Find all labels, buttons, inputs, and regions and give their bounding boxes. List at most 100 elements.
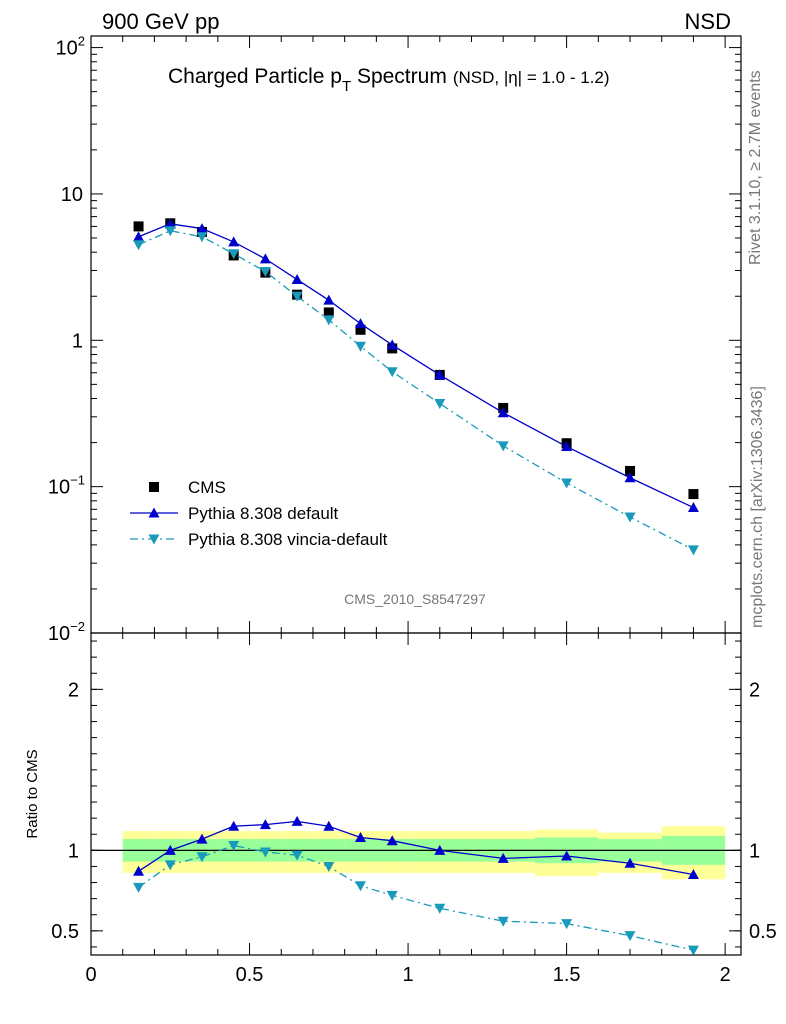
data-point: [323, 307, 334, 318]
ratio-data-point: [497, 852, 509, 863]
chart-title-main: Charged Particle p: [168, 65, 342, 88]
ratio-data-point: [291, 815, 303, 826]
x-tick-label: 1.5: [553, 964, 581, 986]
header-left: 900 GeV pp: [102, 9, 219, 34]
data-point: [687, 545, 699, 556]
watermark: CMS_2010_S8547297: [344, 591, 486, 607]
x-tick-label: 0.5: [236, 964, 264, 986]
y-tick-label: 10−1: [48, 473, 85, 499]
data-point: [434, 398, 446, 409]
legend-marker: [148, 507, 160, 518]
ratio-data-point: [355, 881, 367, 892]
ratio-data-point: [434, 844, 446, 855]
data-point: [561, 441, 573, 452]
data-point: [164, 218, 176, 229]
data-point: [291, 274, 303, 285]
series-line: [138, 230, 694, 551]
data-point: [323, 315, 335, 326]
chart-title-detail: (NSD, |η| = 1.0 - 1.2): [453, 68, 610, 87]
ratio-frame: [90, 632, 742, 956]
data-point: [133, 231, 145, 242]
data-point: [561, 478, 573, 489]
ratio-data-point: [497, 916, 509, 927]
legend-label: CMS: [188, 478, 226, 497]
data-point: [259, 267, 271, 278]
data-point: [196, 223, 208, 234]
data-point: [164, 226, 176, 237]
ratio-data-point: [386, 835, 398, 846]
data-point: [228, 249, 240, 260]
ratio-data-point: [561, 919, 573, 930]
data-point: [291, 291, 303, 302]
ratio-data-point: [164, 844, 176, 855]
ratio-data-point: [386, 890, 398, 901]
data-point: [355, 324, 366, 335]
y-tick-label: 10−2: [48, 619, 85, 645]
data-point: [497, 441, 509, 452]
data-point: [687, 502, 699, 513]
chart-title: Charged Particle pT Spectrum (NSD, |η| = …: [168, 65, 610, 95]
data-point: [624, 472, 636, 483]
data-point: [386, 339, 398, 350]
y-tick-label: 1: [72, 330, 83, 352]
ratio-data-point: [687, 869, 699, 879]
data-point: [625, 465, 636, 476]
ratio-data-point: [259, 847, 271, 858]
legend-label: Pythia 8.308 default: [188, 504, 339, 523]
y-tick-label: 2: [68, 679, 79, 701]
x-tick-label: 1: [403, 964, 414, 986]
data-point: [688, 489, 699, 500]
ratio-data-point: [291, 850, 303, 861]
legend-label: Pythia 8.308 vincia-default: [188, 530, 388, 549]
ratio-data-point: [228, 841, 240, 852]
data-point: [323, 294, 335, 305]
data-point: [228, 236, 240, 247]
y-tick-label: 102: [56, 34, 85, 60]
legend-marker: [149, 482, 159, 492]
x-tick-label: 2: [720, 964, 731, 986]
y-tick-label: 0.5: [51, 921, 79, 943]
y-tick-label: 10: [61, 184, 83, 206]
data-point: [386, 367, 398, 378]
legend-marker: [148, 534, 160, 545]
ratio-data-point: [196, 833, 208, 844]
ratio-data-point: [228, 820, 240, 831]
y-tick-label-right: 1: [749, 840, 760, 862]
ratio-data-point: [624, 857, 636, 868]
x-tick-label: 0: [85, 964, 96, 986]
ratio-data-point: [434, 903, 446, 914]
chart-title-sub: T: [342, 78, 351, 95]
ratio-series-line: [138, 820, 694, 876]
ratio-data-point: [323, 861, 335, 872]
legend: CMS Pythia 8.308 default Pythia 8.308 vinc…: [130, 478, 388, 549]
main-panel: 102 10 1 10−1 10−2: [48, 34, 742, 645]
data-point: [196, 232, 208, 243]
data-point: [133, 240, 145, 251]
data-point: [133, 221, 144, 232]
y-tick-label: 1: [68, 840, 79, 862]
data-point: [355, 341, 367, 352]
y-tick-label-right: 2: [749, 679, 760, 701]
data-point: [259, 253, 271, 264]
ratio-data-point: [687, 945, 699, 956]
ratio-data-point: [624, 931, 636, 942]
ratio-panel: 0.5 0.5 1 1 2 2 0 0.5 1 1.5 2: [51, 632, 777, 986]
ratio-data-point: [196, 852, 208, 863]
ratio-data-point: [323, 820, 335, 831]
ratio-data-point: [133, 882, 145, 893]
ratio-data-point: [355, 831, 367, 842]
ratio-ylabel: Ratio to CMS: [24, 749, 41, 838]
data-point: [434, 369, 446, 380]
ratio-data-point: [259, 819, 271, 830]
ratio-data-point: [164, 860, 176, 871]
series-line: [138, 223, 694, 509]
ratio-data-point: [561, 850, 573, 861]
data-point: [624, 512, 636, 523]
y-tick-label-right: 0.5: [749, 921, 777, 943]
data-point: [355, 318, 367, 329]
header-right: NSD: [685, 9, 731, 34]
ratio-series-line: [138, 844, 694, 951]
data-point: [497, 407, 509, 418]
chart-title-suffix: Spectrum: [351, 65, 447, 88]
